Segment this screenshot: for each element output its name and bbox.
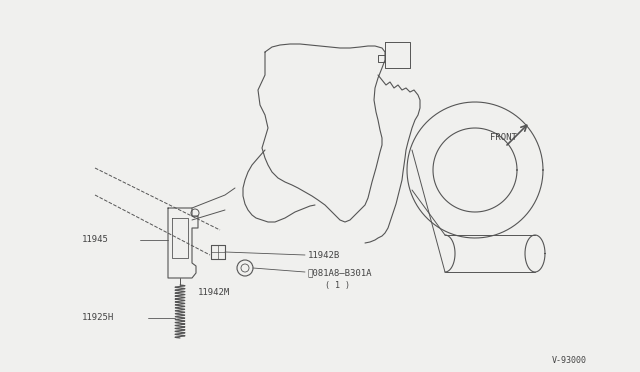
Text: ( 1 ): ( 1 ) (325, 281, 350, 290)
Text: 11942B: 11942B (308, 251, 340, 260)
Text: FRONT: FRONT (490, 133, 517, 142)
Text: Ⓑ081A8–B301A: Ⓑ081A8–B301A (308, 268, 372, 277)
Text: V-93000: V-93000 (552, 356, 587, 365)
Text: 11945: 11945 (82, 235, 109, 244)
Text: 11942M: 11942M (198, 288, 230, 297)
Text: 11925H: 11925H (82, 313, 115, 322)
